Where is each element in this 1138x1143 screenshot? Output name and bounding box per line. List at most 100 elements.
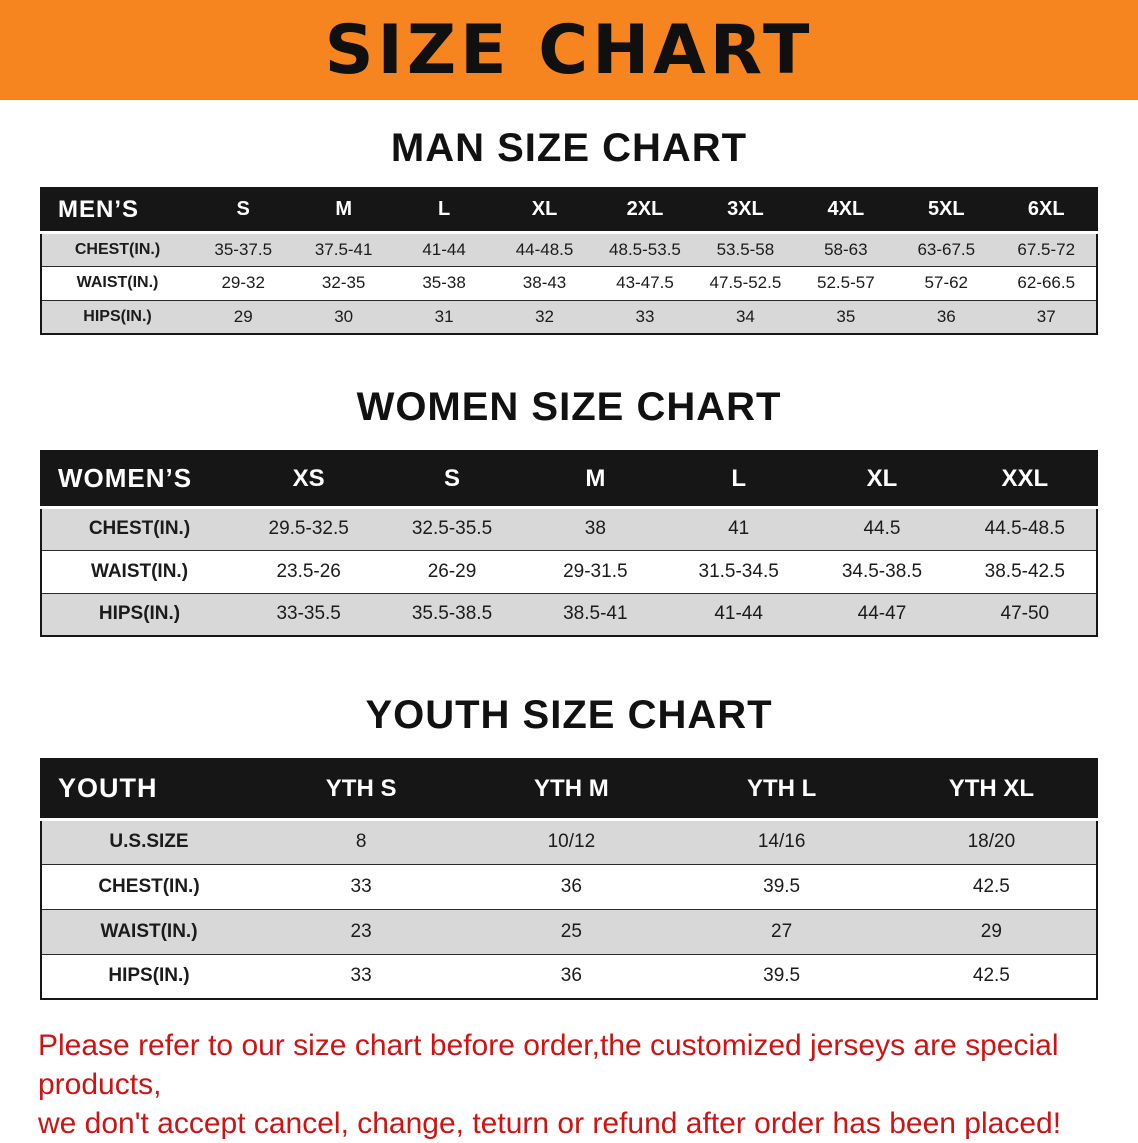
- size-value-cell: 29: [193, 299, 294, 334]
- women-size-table: WOMEN’S XS S M L XL XXL CHEST(IN.) 29.5-32.5 32…: [40, 450, 1098, 637]
- size-value-cell: 32.5-35.5: [380, 506, 524, 550]
- measurement-row: CHEST(IN.) 33 36 39.5 42.5: [41, 863, 1097, 909]
- size-value-cell: 39.5: [676, 953, 887, 999]
- size-value-cell: 30: [293, 299, 394, 334]
- size-value-cell: 53.5-58: [695, 231, 796, 266]
- size-column-header: M: [293, 188, 394, 234]
- youth-size-chart-section: YOUTH SIZE CHART YOUTH YTH S YTH M YTH L YT…: [0, 693, 1138, 1000]
- size-value-cell: 25: [466, 908, 677, 954]
- youth-size-chart-title: YOUTH SIZE CHART: [365, 693, 773, 737]
- size-value-cell: 34.5-38.5: [810, 549, 954, 593]
- women-size-chart-section: WOMEN SIZE CHART WOMEN’S XS S M L XL XXL CHES…: [0, 385, 1138, 637]
- size-value-cell: 44.5-48.5: [953, 506, 1097, 550]
- size-value-cell: 43-47.5: [594, 265, 696, 300]
- size-value-cell: 23: [256, 908, 467, 954]
- size-column-header: XL: [810, 451, 954, 509]
- measurement-row-label: HIPS(IN.): [41, 592, 237, 636]
- measurement-row-label: WAIST(IN.): [41, 549, 237, 593]
- size-value-cell: 37.5-41: [293, 231, 394, 266]
- size-column-header: XL: [494, 188, 595, 234]
- measurement-row: HIPS(IN.) 33 36 39.5 42.5: [41, 953, 1097, 999]
- measurement-row: HIPS(IN.) 29 30 31 32 33 34 35 36 37: [41, 299, 1097, 334]
- size-value-cell: 38.5-41: [523, 592, 667, 636]
- measurement-row: CHEST(IN.) 29.5-32.5 32.5-35.5 38 41 44.5 44.5…: [41, 506, 1097, 550]
- size-value-cell: 33: [594, 299, 696, 334]
- size-column-header: S: [380, 451, 524, 509]
- size-value-cell: 23.5-26: [237, 549, 381, 593]
- size-chart-banner: SIZE CHART: [0, 0, 1138, 100]
- footer-disclaimer-line2: we don't accept cancel, change, teturn o…: [38, 1107, 1062, 1140]
- size-value-cell: 47-50: [953, 592, 1097, 636]
- size-value-cell: 67.5-72: [996, 231, 1097, 266]
- measurement-row: U.S.SIZE 8 10/12 14/16 18/20: [41, 818, 1097, 864]
- size-value-cell: 33-35.5: [237, 592, 381, 636]
- size-value-cell: 35-38: [393, 265, 495, 300]
- size-value-cell: 41-44: [666, 592, 811, 636]
- man-size-chart-title: MAN SIZE CHART: [390, 126, 748, 170]
- size-value-cell: 29-31.5: [523, 549, 667, 593]
- measurement-row: CHEST(IN.) 35-37.5 37.5-41 41-44 44-48.5 48.5…: [41, 231, 1097, 266]
- size-value-cell: 26-29: [380, 549, 524, 593]
- size-value-cell: 41-44: [393, 231, 495, 266]
- youth-size-table: YOUTH YTH S YTH M YTH L YTH XL U.S.SIZE 8 10/…: [40, 758, 1098, 1000]
- man-size-chart-section: MAN SIZE CHART MEN’S S M L XL 2XL 3XL 4XL 5XL 6X…: [0, 126, 1138, 335]
- size-column-header: M: [523, 451, 667, 509]
- men-table-body: CHEST(IN.) 35-37.5 37.5-41 41-44 44-48.5 48.5…: [41, 231, 1097, 334]
- measurement-row: WAIST(IN.) 29-32 32-35 35-38 38-43 43-47.5 47.…: [41, 265, 1097, 300]
- men-table-corner-label: MEN’S: [41, 188, 193, 234]
- size-value-cell: 29.5-32.5: [237, 506, 381, 550]
- size-value-cell: 42.5: [886, 953, 1097, 999]
- size-value-cell: 35: [795, 299, 897, 334]
- size-value-cell: 32: [494, 299, 595, 334]
- size-value-cell: 18/20: [886, 818, 1097, 864]
- size-value-cell: 36: [466, 953, 677, 999]
- measurement-row: HIPS(IN.) 33-35.5 35.5-38.5 38.5-41 41-44 44-…: [41, 592, 1097, 636]
- size-column-header: YTH L: [676, 759, 887, 821]
- size-value-cell: 38: [523, 506, 667, 550]
- size-value-cell: 52.5-57: [795, 265, 897, 300]
- measurement-row-label: U.S.SIZE: [41, 818, 256, 864]
- women-table-body: CHEST(IN.) 29.5-32.5 32.5-35.5 38 41 44.5 44.5…: [41, 506, 1097, 636]
- size-value-cell: 34: [695, 299, 796, 334]
- size-value-cell: 31: [393, 299, 495, 334]
- measurement-row-label: HIPS(IN.): [41, 299, 193, 334]
- size-value-cell: 29-32: [193, 265, 294, 300]
- size-value-cell: 33: [256, 953, 467, 999]
- measurement-row-label: HIPS(IN.): [41, 953, 256, 999]
- size-column-header: 6XL: [996, 188, 1097, 234]
- size-column-header: 4XL: [795, 188, 897, 234]
- banner-title: SIZE CHART: [324, 10, 814, 90]
- size-value-cell: 36: [896, 299, 997, 334]
- men-size-table: MEN’S S M L XL 2XL 3XL 4XL 5XL 6XL CHEST(IN.) 35-…: [40, 187, 1098, 335]
- size-value-cell: 44-47: [810, 592, 954, 636]
- size-value-cell: 58-63: [795, 231, 897, 266]
- size-value-cell: 35.5-38.5: [380, 592, 524, 636]
- size-value-cell: 63-67.5: [896, 231, 997, 266]
- size-column-header: XXL: [953, 451, 1097, 509]
- size-column-header: YTH XL: [886, 759, 1097, 821]
- size-value-cell: 27: [676, 908, 887, 954]
- measurement-row-label: CHEST(IN.): [41, 231, 193, 266]
- size-column-header: 3XL: [695, 188, 796, 234]
- size-column-header: L: [666, 451, 811, 509]
- size-value-cell: 10/12: [466, 818, 677, 864]
- size-value-cell: 47.5-52.5: [695, 265, 796, 300]
- measurement-row-label: CHEST(IN.): [41, 506, 237, 550]
- size-value-cell: 8: [256, 818, 467, 864]
- youth-table-corner-label: YOUTH: [41, 759, 256, 821]
- size-value-cell: 33: [256, 863, 467, 909]
- size-column-header: S: [193, 188, 294, 234]
- size-value-cell: 36: [466, 863, 677, 909]
- size-value-cell: 39.5: [676, 863, 887, 909]
- size-value-cell: 41: [666, 506, 811, 550]
- size-value-cell: 32-35: [293, 265, 394, 300]
- size-column-header: XS: [237, 451, 381, 509]
- size-value-cell: 38-43: [494, 265, 595, 300]
- measurement-row: WAIST(IN.) 23.5-26 26-29 29-31.5 31.5-34.5 34…: [41, 549, 1097, 593]
- size-column-header: YTH M: [466, 759, 677, 821]
- footer-disclaimer: Please refer to our size chart before or…: [38, 1026, 1100, 1143]
- size-value-cell: 14/16: [676, 818, 887, 864]
- size-value-cell: 42.5: [886, 863, 1097, 909]
- size-value-cell: 31.5-34.5: [666, 549, 811, 593]
- size-column-header: 5XL: [896, 188, 997, 234]
